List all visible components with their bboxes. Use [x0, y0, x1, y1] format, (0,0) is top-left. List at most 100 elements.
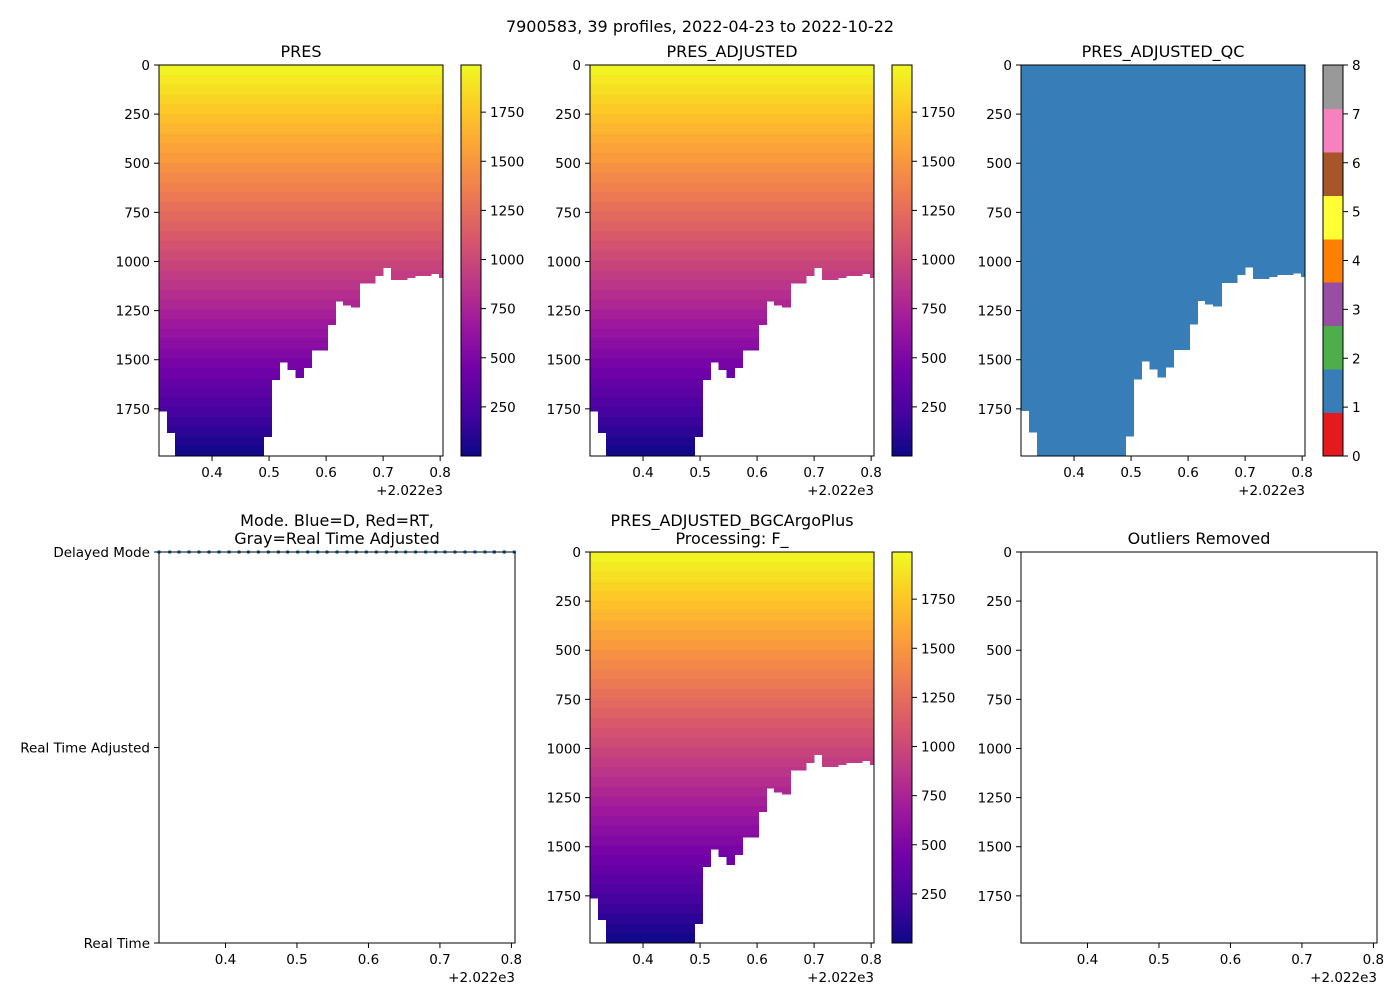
pressure-cell [710, 270, 719, 281]
pressure-cell [629, 368, 639, 379]
pressure-cell [677, 767, 687, 778]
pressure-cell [806, 211, 815, 222]
colorbar-segment [461, 358, 481, 363]
pressure-cell [590, 65, 599, 76]
pressure-cell [669, 328, 679, 340]
pressure-cell [677, 776, 687, 788]
pressure-cell [718, 659, 727, 670]
x-tick-label: 0.6 [746, 465, 767, 481]
pressure-cell [159, 133, 168, 144]
pressure-cell [830, 698, 839, 709]
colorbar-segment [461, 104, 481, 108]
pressure-cell [742, 796, 751, 807]
pressure-cell [222, 309, 232, 320]
pressure-cell [246, 133, 256, 144]
pressure-cell [830, 718, 839, 729]
pressure-cell [694, 855, 703, 866]
pressure-cell [758, 162, 767, 174]
pressure-cell [423, 162, 432, 174]
pressure-cell [694, 172, 703, 183]
colorbar-segment [892, 639, 912, 644]
pressure-cell [806, 747, 815, 758]
pressure-cell [359, 104, 368, 115]
pressure-cell [870, 113, 875, 125]
pressure-cell [637, 446, 647, 457]
pressure-cell [814, 74, 823, 86]
pressure-cell [206, 358, 216, 369]
pressure-cell [710, 825, 719, 837]
pressure-cell [198, 270, 208, 281]
pressure-cell [190, 240, 200, 252]
pressure-cell [439, 201, 444, 213]
pressure-cell [407, 211, 416, 222]
pressure-cell [590, 571, 599, 582]
pressure-cell [621, 903, 631, 915]
pressure-cell [230, 426, 240, 438]
pressure-cell [814, 152, 823, 164]
pressure-cell [621, 377, 631, 389]
pressure-cell [230, 407, 240, 418]
pressure-cell [718, 835, 727, 846]
pressure-cell [311, 348, 320, 351]
colorbar-segment [892, 123, 912, 128]
pressure-cell [613, 610, 623, 622]
pressure-cell [798, 669, 807, 680]
pressure-cell [694, 639, 703, 651]
colorbar-segment [461, 371, 481, 376]
pressure-cell [174, 162, 184, 174]
pressure-cell [399, 231, 408, 242]
qc-cell [1157, 65, 1166, 378]
pressure-cell [653, 610, 663, 622]
pressure-cell [661, 600, 671, 612]
pressure-cell [230, 387, 240, 398]
pressure-cell [798, 737, 807, 749]
colorbar-tick-label: 4 [1352, 254, 1361, 270]
pressure-cell [246, 123, 256, 135]
pressure-cell [798, 688, 807, 700]
pressure-cell [702, 835, 711, 846]
colorbar-segment [892, 175, 912, 180]
colorbar-segment [892, 345, 912, 350]
colorbar-segment [892, 561, 912, 566]
pressure-cell [645, 679, 655, 690]
pressure-cell [846, 211, 855, 222]
pressure-cell [669, 309, 679, 320]
pressure-cell [822, 104, 831, 115]
pressure-cell [806, 133, 815, 144]
pressure-cell [661, 231, 671, 242]
colorbar-segment [461, 188, 481, 193]
pressure-cell [669, 796, 679, 807]
pressure-cell [597, 397, 607, 408]
pressure-cell [343, 299, 352, 306]
pressure-cell [182, 240, 192, 252]
pressure-cell [734, 561, 743, 573]
pressure-cell [830, 659, 839, 670]
pressure-cell [790, 620, 799, 631]
pressure-cell [174, 397, 184, 408]
pressure-cell [351, 162, 360, 174]
pressure-cell [710, 796, 719, 807]
pressure-cell [271, 201, 280, 213]
colorbar-segment [892, 936, 912, 941]
pressure-cell [174, 299, 184, 310]
pressure-cell [653, 84, 663, 95]
pressure-cell [391, 182, 400, 193]
colorbar-segment [892, 626, 912, 631]
pressure-cell [669, 581, 679, 592]
pressure-cell [182, 338, 192, 350]
pressure-cell [669, 786, 679, 797]
pressure-cell [685, 913, 695, 925]
pressure-cell [206, 113, 216, 125]
pressure-cell [359, 84, 368, 95]
pressure-cell [605, 552, 615, 563]
pressure-cell [710, 201, 719, 213]
pressure-cell [790, 639, 799, 651]
pressure-cell [391, 270, 400, 280]
pressure-cell [246, 328, 256, 340]
pressure-cell [702, 289, 711, 301]
pressure-cell [694, 270, 703, 281]
pressure-cell [750, 620, 759, 631]
pressure-cell [726, 260, 735, 271]
pressure-cell [613, 416, 623, 428]
pressure-cell [669, 767, 679, 778]
